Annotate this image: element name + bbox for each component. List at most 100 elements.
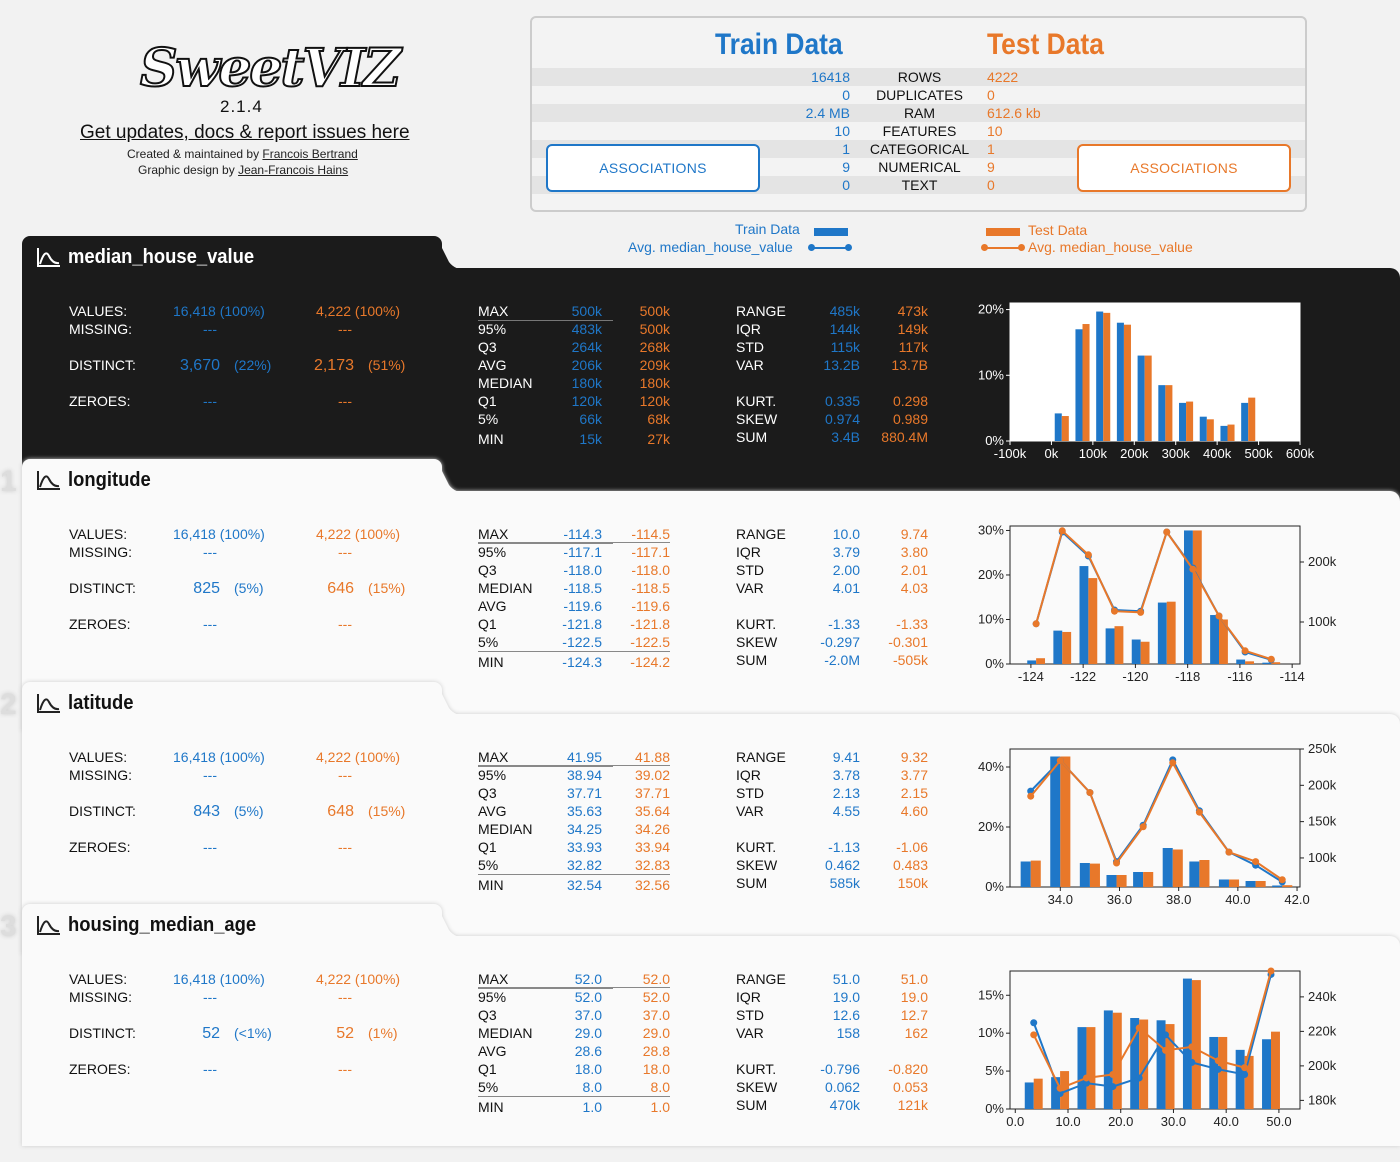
shape-train: 585k xyxy=(829,875,860,891)
y-tick-label: 40% xyxy=(978,759,1004,774)
test-avg-point xyxy=(1267,655,1275,663)
quantile-label: 95% xyxy=(478,767,507,783)
quantile-train: -118.5 xyxy=(563,580,602,596)
test-bar xyxy=(1191,980,1201,1109)
summary-row-label: NUMERICAL xyxy=(878,159,961,175)
y-tick-label: 0% xyxy=(985,879,1004,894)
feature-panel[interactable]: 3 housing_median_age VALUES: 16,418 (100%) 4… xyxy=(0,904,1400,1146)
train-bar xyxy=(1189,861,1200,887)
test-bar xyxy=(1245,661,1255,664)
plot-area xyxy=(1009,970,1301,1110)
dispersion-train: 10.0 xyxy=(832,526,860,542)
shape-test: -505k xyxy=(892,652,928,668)
dispersion-label: VAR xyxy=(736,1025,764,1041)
values-label: VALUES: xyxy=(69,971,128,987)
train-bar xyxy=(1236,659,1246,664)
test-avg-point xyxy=(1058,527,1066,535)
test-avg-point xyxy=(1169,759,1177,767)
x-tick-label: -114 xyxy=(1280,669,1305,684)
test-avg-point xyxy=(1135,1024,1143,1032)
x-tick-label: 30.0 xyxy=(1161,1114,1186,1129)
dispersion-label: IQR xyxy=(736,989,761,1005)
x-tick-label: 36.0 xyxy=(1107,892,1132,907)
train-bar xyxy=(1027,660,1037,664)
quantile-train: 15k xyxy=(579,431,602,447)
dispersion-train: 485k xyxy=(829,303,860,319)
maintainer-link[interactable]: Francois Bertrand xyxy=(262,147,358,161)
dispersion-test: 2.15 xyxy=(900,785,928,801)
y-tick-label: 0% xyxy=(985,656,1004,671)
values-train: 16,418 (100%) xyxy=(173,526,265,542)
quantile-label: AVG xyxy=(478,357,507,373)
shape-label: SUM xyxy=(736,652,768,668)
quantile-label: MIN xyxy=(478,877,504,893)
dispersion-label: RANGE xyxy=(736,749,786,765)
distinct-train-pct: (<1%) xyxy=(234,1025,272,1041)
test-avg-point xyxy=(1137,608,1145,616)
train-bar xyxy=(1105,628,1115,664)
associations-test-button[interactable]: ASSOCIATIONS xyxy=(1077,144,1291,192)
x-tick-label: -116 xyxy=(1227,669,1252,684)
associations-train-button[interactable]: ASSOCIATIONS xyxy=(546,144,760,192)
feature-tab-slope xyxy=(427,904,467,944)
histogram-chart: 0% 10% 20% -100k 0k 100k 200k 300k 400k 500k 600k xyxy=(962,294,1342,489)
designer-link[interactable]: Jean-Francois Hains xyxy=(238,163,349,177)
quantile-test: -114.5 xyxy=(631,526,670,542)
y2-tick-label: 100k xyxy=(1308,850,1337,865)
zeroes-train: --- xyxy=(203,616,217,632)
histogram-chart: 0% 5% 10% 15% 0.0 10.0 20.0 30.0 40.0 50.0 180k 200… xyxy=(962,962,1342,1157)
quantile-label: Q1 xyxy=(478,616,497,632)
quantile-label: Q3 xyxy=(478,562,497,578)
x-tick-label: 100k xyxy=(1079,446,1108,461)
values-train: 16,418 (100%) xyxy=(173,971,265,987)
quantile-train: 29.0 xyxy=(574,1025,602,1041)
quantile-test: -117.1 xyxy=(631,544,670,560)
quantile-train: 1.0 xyxy=(582,1099,602,1115)
dispersion-label: STD xyxy=(736,562,764,578)
x-tick-label: -100k xyxy=(994,446,1027,461)
test-bar xyxy=(1089,863,1100,887)
test-bar xyxy=(1139,1019,1149,1109)
dispersion-test: 4.03 xyxy=(900,580,928,596)
shape-train: 0.462 xyxy=(824,857,860,873)
updates-link[interactable]: Get updates, docs & report issues here xyxy=(80,122,410,143)
quantile-label: MAX xyxy=(478,525,613,544)
dispersion-label: VAR xyxy=(736,580,764,596)
y-tick-label: 20% xyxy=(978,302,1004,317)
values-test: 4,222 (100%) xyxy=(316,526,401,542)
summary-test-value: 0 xyxy=(987,87,995,103)
dispersion-train: 158 xyxy=(836,1025,860,1041)
train-avg-point xyxy=(1056,1089,1064,1097)
train-avg-point xyxy=(1162,1031,1170,1039)
quantile-test: 52.0 xyxy=(642,971,670,987)
feature-index: 1 xyxy=(0,465,17,498)
dispersion-label: STD xyxy=(736,785,764,801)
test-bar xyxy=(1086,1027,1096,1109)
summary-row: 9 NUMERICAL 9 xyxy=(532,158,1305,176)
summary-test-value: 0 xyxy=(987,177,995,193)
distinct-train-pct: (5%) xyxy=(234,580,264,596)
legend-train-avg-line xyxy=(811,247,849,249)
test-avg-line xyxy=(1029,759,1283,881)
distinct-test-pct: (51%) xyxy=(368,357,406,373)
values-train: 16,418 (100%) xyxy=(173,749,265,765)
missing-train: --- xyxy=(203,989,217,1005)
dispersion-train: 9.41 xyxy=(832,749,860,765)
quantile-label: Q1 xyxy=(478,393,497,409)
distinct-train: 52 xyxy=(202,1025,220,1042)
test-bar xyxy=(1062,631,1072,664)
dispersion-train: 51.0 xyxy=(832,971,860,987)
shape-train: 0.335 xyxy=(824,393,860,409)
y-tick-label: 30% xyxy=(978,522,1004,537)
missing-train: --- xyxy=(203,544,217,560)
feature-panel[interactable]: 1 longitude VALUES: 16,418 (100%) 4,222 (100… xyxy=(0,459,1400,731)
distinct-test: 2,173 xyxy=(313,357,354,374)
distinct-test-pct: (1%) xyxy=(368,1025,398,1041)
quantile-train: -121.8 xyxy=(562,616,602,632)
dispersion-test: 2.01 xyxy=(900,562,928,578)
y-tick-label: 10% xyxy=(978,367,1004,382)
summary-train-value: 10 xyxy=(834,123,850,139)
quantile-test: 500k xyxy=(639,321,670,337)
feature-panel[interactable]: median_house_value VALUES: 16,418 (100%) 4,… xyxy=(22,236,1400,508)
test-bar xyxy=(1186,401,1194,441)
